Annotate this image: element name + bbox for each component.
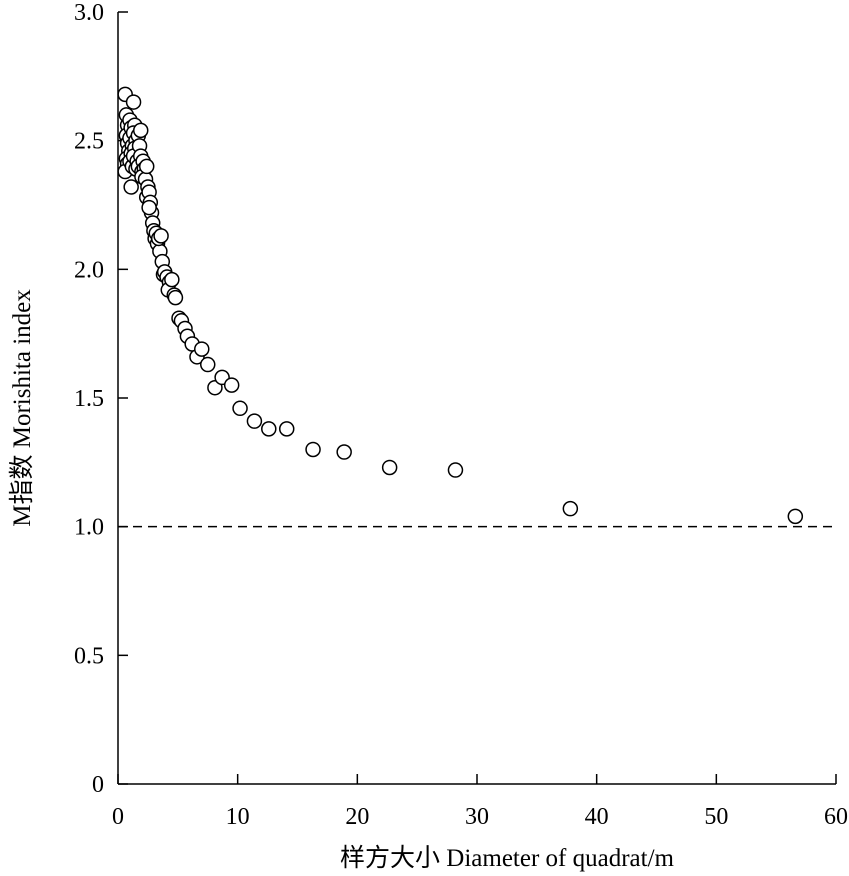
x-tick-label: 40 — [585, 804, 609, 830]
data-point — [223, 377, 240, 393]
data-point — [167, 289, 184, 306]
axes — [117, 11, 837, 785]
data-point — [336, 444, 352, 460]
data-point — [562, 500, 579, 517]
y-axis-title: M指数 Morishita index — [8, 289, 36, 527]
x-tick-label: 0 — [112, 804, 124, 830]
data-point — [787, 508, 804, 525]
data-point — [447, 462, 464, 478]
y-tick-label: 1.5 — [74, 386, 104, 412]
x-tick-label: 10 — [226, 804, 250, 830]
data-point — [261, 421, 277, 437]
x-tick-label: 50 — [704, 804, 728, 830]
data-point — [141, 199, 157, 216]
y-tick-label: 3.0 — [74, 0, 104, 26]
data-point — [200, 356, 216, 373]
data-points — [117, 86, 804, 525]
y-tick-label: 0.5 — [74, 643, 104, 669]
y-tick-label: 0 — [92, 772, 104, 798]
data-point — [381, 459, 398, 476]
data-point — [123, 179, 139, 195]
y-tick-label: 2.0 — [74, 257, 104, 283]
data-point — [246, 413, 263, 429]
data-point — [194, 341, 210, 357]
x-axis-title: 样方大小 Diameter of quadrat/m — [340, 844, 674, 872]
tick-labels: 0 10 20 30 40 50 60 0 0.5 1.0 1.5 2.0 2.5 3.0 — [74, 0, 848, 830]
x-tick-label: 60 — [824, 804, 848, 830]
data-point — [125, 94, 142, 110]
data-point — [232, 400, 248, 417]
data-point — [138, 158, 155, 175]
x-tick-label: 30 — [465, 804, 489, 830]
data-point — [153, 228, 169, 244]
x-tick-label: 20 — [345, 804, 369, 830]
data-point — [278, 421, 295, 437]
data-point — [132, 122, 149, 139]
data-point — [305, 441, 321, 458]
y-tick-label: 1.0 — [74, 515, 104, 541]
data-point — [164, 271, 180, 288]
y-tick-label: 2.5 — [74, 129, 104, 155]
